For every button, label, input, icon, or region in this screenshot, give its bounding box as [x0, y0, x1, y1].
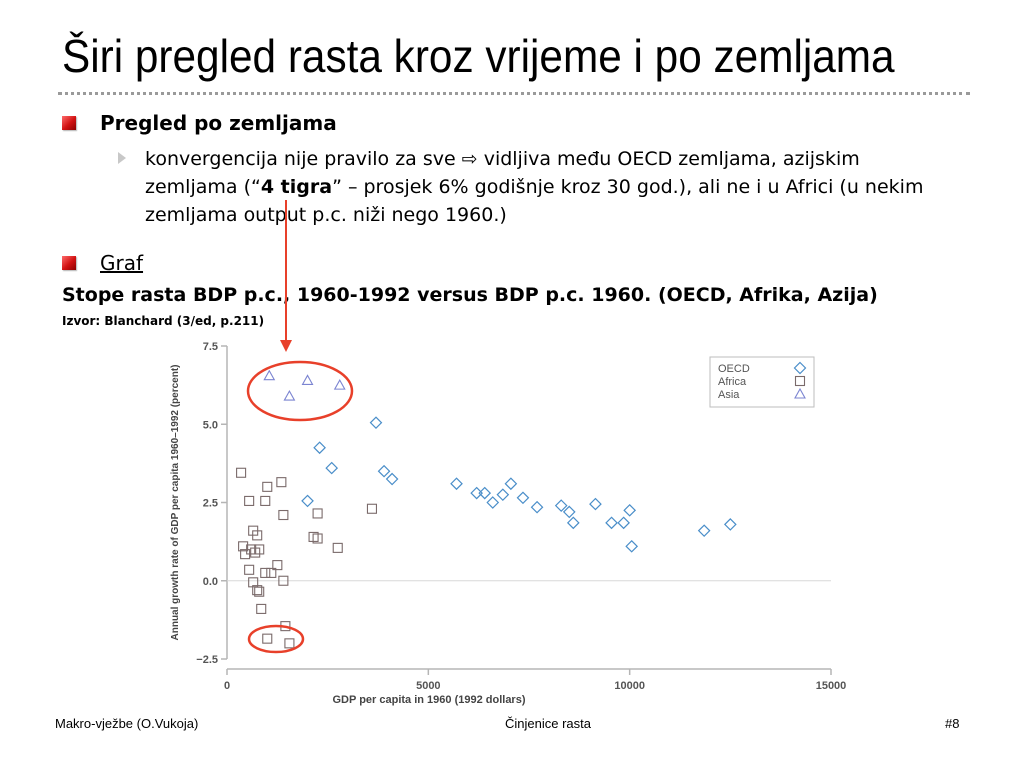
y-tick-label: 0.0 — [203, 576, 218, 588]
convergence-paragraph: konvergencija nije pravilo za sve ⇨ vidl… — [145, 145, 955, 229]
legend-label: Asia — [718, 389, 740, 401]
africa-highlight-circle — [247, 624, 305, 654]
legend-label: Africa — [718, 376, 747, 388]
y-tick-label: −2.5 — [196, 654, 218, 666]
africa-point — [284, 638, 295, 649]
footer-topic: Činjenice rasta — [505, 716, 591, 731]
oecd-point — [697, 524, 711, 538]
legend-marker — [794, 375, 806, 387]
chart-heading: Stope rasta BDP p.c., 1960-1992 versus B… — [62, 284, 878, 306]
y-tick-label: 7.5 — [203, 341, 218, 353]
africa-point — [252, 585, 263, 596]
y-axis-label: Annual growth rate of GDP per capita 196… — [170, 364, 181, 640]
chart-annotations — [246, 200, 354, 654]
graf-link[interactable]: Graf — [100, 251, 144, 275]
title-divider — [58, 92, 970, 95]
oecd-point — [369, 416, 383, 430]
africa-point — [278, 575, 289, 586]
africa-point — [244, 564, 255, 575]
legend-label: OECD — [718, 363, 750, 375]
africa-point — [254, 544, 265, 555]
footer-author: Makro-vježbe (O.Vukoja) — [55, 716, 199, 731]
right-arrow-icon: ⇨ — [461, 148, 478, 170]
asia-highlight-circle — [246, 360, 354, 422]
africa-point — [262, 481, 273, 492]
africa-point — [244, 495, 255, 506]
asia-point — [301, 374, 314, 385]
oecd-point — [554, 499, 568, 512]
oecd-point — [385, 472, 399, 486]
oecd-point — [377, 464, 391, 478]
four-tigers-text: 4 tigra — [260, 176, 333, 198]
legend-marker — [793, 361, 807, 375]
convergence-text-end: ” – prosjek 6% godišnje kroz 30 god.), a… — [145, 176, 924, 226]
chart-axes: −2.5 0.0 2.5 5.0 7.5 0 5000 10000 15000 GDP per c… — [170, 341, 846, 706]
asia-point — [333, 378, 346, 390]
oecd-point — [566, 516, 580, 530]
y-tick-label: 5.0 — [203, 419, 218, 431]
africa-point — [366, 503, 378, 514]
bullet-pregled-po-zemljama: Pregled po zemljama — [100, 111, 337, 135]
africa-point — [266, 567, 277, 578]
convergence-text-mid: vidljiva među OECD zemljama, azijskim ze… — [145, 148, 860, 198]
convergence-text-start: konvergencija nije pravilo za sve — [145, 148, 462, 170]
x-tick-label: 15000 — [816, 680, 847, 692]
red-square-bullet-icon — [62, 256, 76, 270]
africa-point — [278, 509, 289, 521]
oecd-point — [486, 496, 500, 509]
africa-point — [236, 467, 247, 478]
oecd-point — [496, 488, 510, 502]
chart-source: Izvor: Blanchard (3/ed, p.211) — [62, 314, 265, 328]
africa-point — [256, 603, 267, 614]
africa-point — [260, 495, 271, 506]
oecd-point — [325, 461, 339, 475]
oecd-point — [617, 516, 630, 530]
africa-point — [272, 560, 283, 571]
africa-point — [332, 542, 343, 553]
africa-point — [254, 586, 265, 597]
chevron-bullet-icon — [118, 152, 126, 164]
x-tick-label: 10000 — [614, 680, 645, 692]
oecd-point — [450, 477, 463, 491]
africa-point — [312, 508, 323, 519]
africa-point — [262, 633, 273, 644]
footer-slide-number: #8 — [945, 716, 960, 731]
annotation-arrow-head — [280, 340, 292, 352]
oecd-point — [723, 518, 737, 531]
africa-point — [260, 567, 271, 578]
africa-point — [252, 530, 263, 541]
slide-title: Širi pregled rasta kroz vrijeme i po zem… — [62, 30, 895, 82]
legend-marker — [794, 387, 806, 399]
oecd-point — [562, 505, 576, 519]
oecd-point — [301, 494, 314, 508]
oecd-point — [504, 477, 518, 491]
asia-point — [283, 389, 296, 401]
oecd-point — [470, 486, 484, 500]
oecd-point — [589, 497, 602, 511]
x-tick-label: 5000 — [416, 680, 440, 692]
oecd-point — [313, 441, 326, 455]
africa-point — [312, 533, 323, 544]
red-square-bullet-icon — [62, 116, 76, 130]
chart-points — [236, 369, 737, 649]
africa-point — [276, 477, 287, 488]
x-tick-label: 0 — [224, 680, 230, 692]
x-axis-label: GDP per capita in 1960 (1992 dollars) — [333, 694, 526, 706]
africa-point — [238, 541, 249, 552]
oecd-point — [478, 486, 492, 500]
asia-point — [263, 369, 276, 381]
y-tick-label: 2.5 — [203, 498, 218, 510]
oecd-point — [516, 491, 530, 505]
oecd-point — [625, 539, 639, 553]
oecd-point — [623, 503, 637, 517]
oecd-point — [530, 500, 544, 514]
oecd-point — [605, 516, 618, 530]
